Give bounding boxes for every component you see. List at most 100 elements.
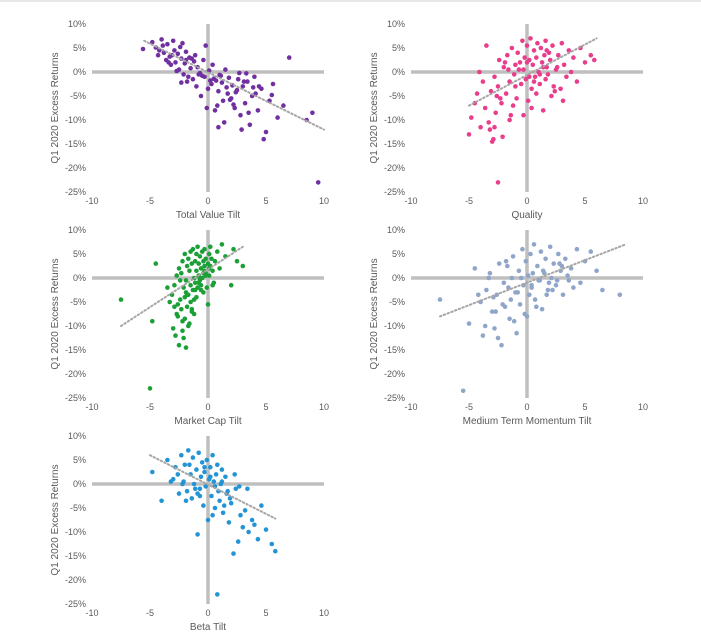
data-point xyxy=(515,290,520,295)
data-point xyxy=(273,548,278,554)
data-point xyxy=(263,527,269,532)
data-point xyxy=(588,52,594,58)
data-point xyxy=(556,251,561,257)
data-point xyxy=(188,65,193,71)
data-point xyxy=(259,503,264,508)
data-point xyxy=(239,127,244,132)
data-point xyxy=(180,481,185,487)
y-tick-label: -5% xyxy=(389,297,405,307)
x-tick-label: 5 xyxy=(582,402,587,412)
data-point xyxy=(118,297,124,302)
data-point xyxy=(140,46,146,52)
data-point xyxy=(281,103,286,108)
data-point xyxy=(480,79,486,84)
data-point xyxy=(210,268,215,274)
data-point xyxy=(150,39,155,45)
y-tick-label: -5% xyxy=(70,503,86,513)
data-point xyxy=(529,105,534,111)
chart-market-cap-tilt: 10% 5% 0% -5% -10% -15% -20% -25%-10 -5 0 5 10 Marke… xyxy=(50,225,329,427)
data-point xyxy=(532,74,538,80)
data-point xyxy=(507,117,512,123)
data-point xyxy=(211,76,217,81)
y-tick-label: -10% xyxy=(65,115,86,125)
data-point xyxy=(560,98,566,104)
data-point xyxy=(201,503,206,508)
data-point xyxy=(165,41,170,47)
data-point xyxy=(203,256,208,262)
data-point xyxy=(212,258,218,264)
data-point xyxy=(191,481,197,487)
data-point xyxy=(203,273,208,278)
data-point xyxy=(246,110,251,116)
x-axis-label: Quality xyxy=(511,210,542,221)
data-point xyxy=(205,517,211,523)
trend-line xyxy=(468,37,598,107)
data-point xyxy=(269,92,275,98)
data-point xyxy=(238,112,243,118)
x-axis-label: Market Cap Tilt xyxy=(174,416,241,427)
y-tick-label: 10% xyxy=(387,19,405,29)
y-tick-label: 5% xyxy=(73,43,86,53)
data-point xyxy=(147,386,153,391)
data-point xyxy=(507,316,512,322)
data-point xyxy=(522,55,527,60)
data-point xyxy=(550,287,555,293)
trend-line xyxy=(149,454,277,520)
data-point xyxy=(556,52,561,58)
data-point xyxy=(524,43,530,48)
data-point xyxy=(184,304,190,310)
data-point xyxy=(192,486,198,492)
data-point xyxy=(190,455,196,460)
data-point xyxy=(160,43,166,48)
data-point xyxy=(189,496,195,501)
data-point xyxy=(530,270,536,276)
data-point xyxy=(217,266,222,271)
data-point xyxy=(190,246,196,252)
x-axis-label: Beta Tilt xyxy=(190,622,226,633)
data-point xyxy=(535,40,540,46)
data-point xyxy=(534,304,539,310)
data-point xyxy=(168,479,174,484)
data-point xyxy=(205,86,211,92)
data-point xyxy=(460,388,466,394)
y-tick-label: -5% xyxy=(70,91,86,101)
data-point xyxy=(242,100,248,106)
data-point xyxy=(172,48,177,53)
data-point xyxy=(186,323,191,329)
data-point xyxy=(509,45,515,51)
data-point xyxy=(177,278,183,283)
data-point xyxy=(509,275,515,281)
data-point xyxy=(547,244,553,250)
y-axis-label: Q1 2020 Excess Returns xyxy=(50,52,61,163)
y-tick-label: -5% xyxy=(70,297,86,307)
data-point xyxy=(528,36,533,41)
data-point xyxy=(501,64,507,70)
data-point xyxy=(560,292,566,298)
data-point xyxy=(176,491,182,496)
chart-medium-term-momentum-tilt: 10% 5% 0% -5% -10% -15% -20% -25%-10 -5 0 5 10 Mediu… xyxy=(369,225,648,427)
x-tick-label: 5 xyxy=(263,608,268,618)
data-point xyxy=(176,266,182,271)
data-point xyxy=(539,60,545,65)
data-point xyxy=(582,60,588,65)
data-point xyxy=(520,246,525,252)
y-tick-label: -15% xyxy=(384,139,405,149)
data-point xyxy=(175,302,181,307)
y-axis-label: Q1 2020 Excess Returns xyxy=(50,258,61,369)
data-point xyxy=(241,79,247,84)
y-tick-label: -10% xyxy=(65,527,86,537)
data-point xyxy=(197,275,203,281)
data-point xyxy=(469,115,474,120)
data-point xyxy=(545,287,551,293)
data-point xyxy=(240,84,246,89)
y-tick-label: -20% xyxy=(65,163,86,173)
data-point xyxy=(180,258,185,264)
data-point xyxy=(617,292,623,298)
data-point xyxy=(514,330,519,336)
data-point xyxy=(544,48,549,53)
data-point xyxy=(180,40,185,46)
x-tick-label: -10 xyxy=(404,196,417,206)
data-point xyxy=(563,256,568,262)
data-point xyxy=(487,270,493,276)
data-point xyxy=(210,282,215,288)
